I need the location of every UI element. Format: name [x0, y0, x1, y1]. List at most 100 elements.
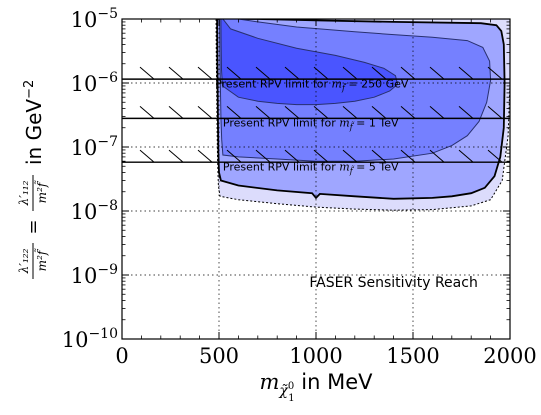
- rpv-hatch-1-11: [458, 66, 474, 80]
- rpv-hatch-1-6: [313, 66, 329, 80]
- faser-annotation: FASER Sensitivity Reach: [309, 275, 477, 291]
- x-label-unit: in MeV: [295, 370, 374, 394]
- rpv-label-value: = 5 TeV: [353, 160, 399, 173]
- rpv-hatch-1-5: [284, 66, 300, 80]
- rpv-hatch-3-6: [313, 149, 329, 163]
- y-tick-label-1: 10−9: [71, 262, 118, 288]
- y-tick-base: 10: [62, 328, 89, 352]
- y-tick-exp: −9: [97, 262, 118, 278]
- rpv-label-prefix: Present RPV limit for: [223, 160, 339, 173]
- rpv-label-sub: f̃: [349, 122, 355, 131]
- rpv-hatch-3-0: [139, 149, 155, 163]
- rpv-hatch-1-4: [255, 66, 271, 80]
- x-tick-label-3: 1500: [386, 344, 439, 368]
- rpv-limit-labels: Present RPV limit for mf̃ = 250 GeVPrese…: [215, 78, 409, 176]
- x-label-sub-sub: 1: [288, 393, 294, 404]
- rpv-hatch-2-10: [429, 106, 445, 119]
- rpv-hatch-2-11: [458, 106, 474, 119]
- y-tick-label-0: 10−10: [62, 326, 118, 352]
- x-label-sub-sup: 0: [288, 381, 294, 392]
- rpv-label-prefix: Present RPV limit for: [223, 116, 339, 129]
- rpv-hatch-2-6: [313, 106, 329, 119]
- rpv-hatch-2-4: [255, 106, 271, 119]
- rpv-label-value: = 1 TeV: [353, 116, 399, 129]
- y-tick-exp: −6: [97, 70, 118, 86]
- y-tick-base: 10: [71, 200, 98, 224]
- y-unit: in GeV−2: [22, 80, 46, 165]
- rpv-hatch-3-4: [255, 149, 271, 163]
- rpv-hatch-1-3: [226, 66, 242, 80]
- rpv-hatch-1-8: [371, 66, 387, 80]
- rpv-hatch-3-10: [429, 149, 445, 163]
- sensitivity-region-4: [220, 19, 399, 106]
- sensitivity-regions: [215, 19, 510, 211]
- rpv-label-prefix: Present RPV limit for: [215, 78, 331, 91]
- rpv-hatch-3-1: [168, 149, 184, 163]
- y-tick-exp: −7: [97, 134, 118, 150]
- rpv-hatch-2-9: [400, 106, 416, 119]
- x-axis-label: mχ̃0 1 in MeV: [259, 370, 373, 404]
- rpv-hatch-2-1: [168, 106, 184, 119]
- rpv-label-m: m: [339, 116, 349, 129]
- rpv-hatch-2-2: [197, 106, 213, 119]
- y-unit-exp: −2: [22, 80, 37, 99]
- rpv-limits: [122, 66, 510, 163]
- rpv-hatch-3-7: [342, 149, 358, 163]
- y-tick-exp: −10: [88, 326, 118, 342]
- rpv-hatch-2-0: [139, 106, 155, 119]
- y-frac1-den: m²f̃: [33, 248, 49, 271]
- y-tick-base: 10: [71, 136, 98, 160]
- tick-labels: 0 500 1000 1500 200010−1010−910−810−710−610−…: [62, 6, 537, 368]
- rpv-hatch-2-3: [226, 106, 242, 119]
- y-axis-label: λ′₁₂₂ m²f̃ = λ′₁₁₂ m²f̃ in GeV−2: [17, 80, 49, 279]
- x-tick-label-0: 0: [115, 344, 128, 368]
- y-tick-base: 10: [71, 264, 98, 288]
- rpv-label-sub: f̃: [349, 166, 355, 175]
- rpv-hatch-3-11: [458, 149, 474, 163]
- rpv-hatch-3-8: [371, 149, 387, 163]
- rpv-hatch-1-7: [342, 66, 358, 80]
- y-tick-label-3: 10−7: [71, 134, 118, 160]
- rpv-hatch-3-12: [487, 149, 503, 163]
- rpv-limit-label-3: Present RPV limit for mf̃ = 5 TeV: [223, 160, 399, 175]
- rpv-hatch-2-5: [284, 106, 300, 119]
- x-label-main: m: [259, 370, 279, 394]
- rpv-label-value: = 250 GeV: [345, 78, 409, 91]
- y-tick-label-2: 10−8: [71, 198, 118, 224]
- rpv-hatch-2-12: [487, 106, 503, 119]
- x-label-sub: χ̃: [278, 383, 289, 399]
- rpv-label-m: m: [332, 78, 342, 91]
- x-tick-label-4: 2000: [483, 344, 536, 368]
- rpv-label-m: m: [339, 160, 349, 173]
- y-unit-text: in GeV: [22, 99, 46, 165]
- grid: [122, 19, 510, 339]
- rpv-hatch-3-9: [400, 149, 416, 163]
- rpv-limit-label-1: Present RPV limit for mf̃ = 250 GeV: [215, 78, 409, 93]
- rpv-hatch-1-2: [197, 66, 213, 80]
- rpv-limit-label-2: Present RPV limit for mf̃ = 1 TeV: [223, 116, 399, 131]
- rpv-hatch-1-1: [168, 66, 184, 80]
- y-frac1-num: λ′₁₂₂: [17, 248, 31, 274]
- rpv-hatch-1-12: [487, 66, 503, 80]
- y-frac2-den: m²f̃: [33, 180, 49, 203]
- rpv-hatch-1-10: [429, 66, 445, 80]
- y-equals: =: [23, 219, 44, 234]
- y-tick-label-5: 10−5: [71, 6, 118, 32]
- y-tick-label-4: 10−6: [71, 70, 118, 96]
- rpv-hatch-1-9: [400, 66, 416, 80]
- y-tick-exp: −8: [97, 198, 118, 214]
- y-tick-base: 10: [71, 8, 98, 32]
- rpv-hatch-2-7: [342, 106, 358, 119]
- plot-frame: [121, 18, 511, 340]
- rpv-hatch-1-0: [139, 66, 155, 80]
- rpv-hatch-3-3: [226, 149, 242, 163]
- x-tick-label-2: 1000: [289, 344, 342, 368]
- rpv-hatch-3-2: [197, 149, 213, 163]
- rpv-hatch-3-5: [284, 149, 300, 163]
- rpv-hatch-2-8: [371, 106, 387, 119]
- y-tick-base: 10: [71, 72, 98, 96]
- y-tick-exp: −5: [97, 6, 118, 22]
- x-tick-label-1: 500: [199, 344, 239, 368]
- rpv-label-sub: f̃: [341, 84, 347, 93]
